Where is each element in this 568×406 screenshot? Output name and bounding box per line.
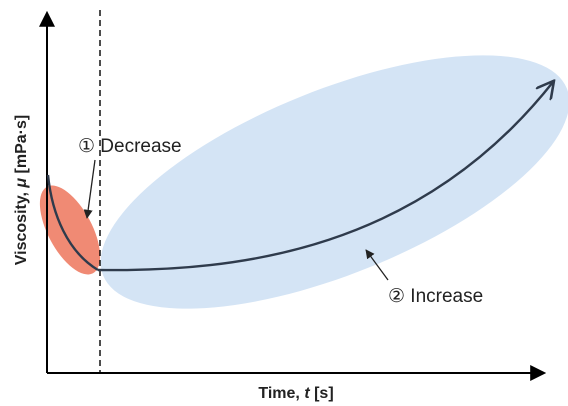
- y-axis-label: Viscosity, μ [mPa·s]: [13, 115, 30, 265]
- increase-label: ② Increase: [388, 286, 483, 307]
- viscosity-curve-decrease: [46, 174, 99, 272]
- decrease-label: ① Decrease: [78, 136, 182, 157]
- viscosity-curve-increase: [97, 82, 553, 272]
- increase-region: [100, 55, 568, 309]
- x-axis-label: Time, t [s]: [258, 385, 333, 402]
- decrease-pointer-arrow: [83, 159, 96, 219]
- increase-pointer-arrow: [365, 249, 389, 281]
